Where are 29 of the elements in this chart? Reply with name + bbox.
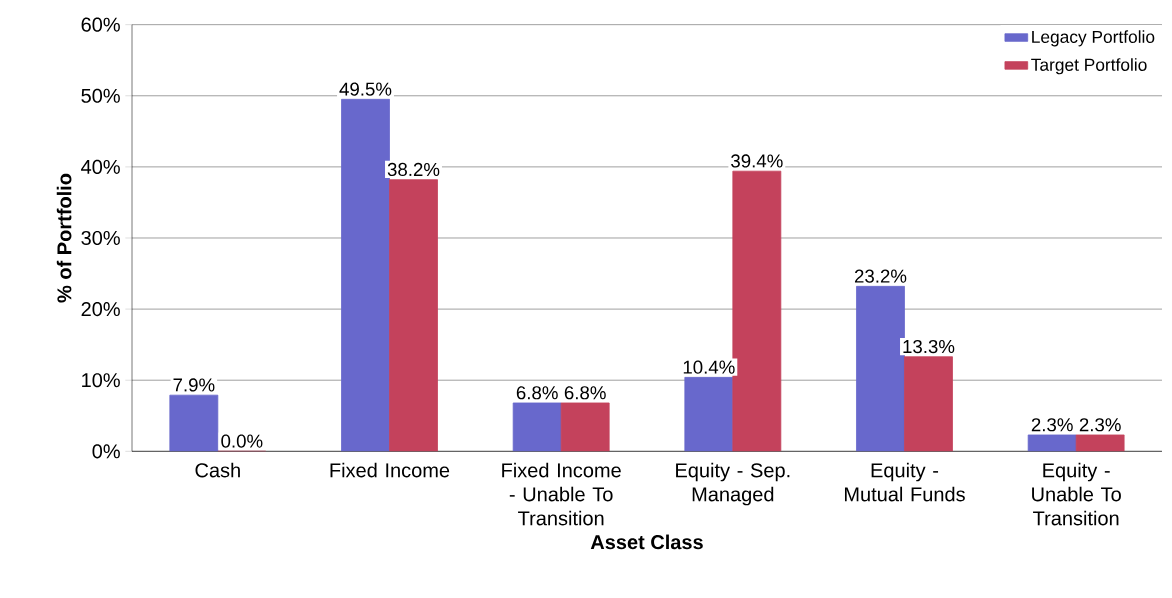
data-label: 7.9% — [173, 378, 215, 392]
data-label: 23.2% — [854, 269, 907, 283]
data-label: 13.3% — [903, 339, 955, 354]
data-label: 6.8% — [516, 386, 558, 400]
data-label: 39.4% — [731, 154, 783, 168]
data-label: 2.3% — [1079, 418, 1121, 432]
data-label: 6.8% — [564, 386, 606, 400]
x-tick-label: Equity - Unable To Transition — [1032, 462, 1121, 526]
y-tick-label: 30% — [81, 230, 120, 246]
y-tick-label: 60% — [81, 17, 120, 32]
data-label: 49.5% — [339, 82, 392, 96]
x-tick-label: Equity - Mutual Funds — [844, 462, 965, 502]
legend-label: Target Portfolio — [1031, 58, 1147, 75]
x-tick-label: Cash — [195, 462, 240, 478]
y-tick-label: 50% — [81, 88, 120, 103]
data-label: 2.3% — [1031, 418, 1073, 432]
x-tick-label: Equity - Sep. Managed — [676, 462, 790, 506]
y-tick-label: 40% — [81, 159, 120, 174]
y-tick-label: 20% — [81, 302, 120, 317]
x-tick-label: Fixed Income - Unable To Transition — [502, 462, 621, 526]
x-tick-label: Fixed Income — [330, 462, 450, 478]
data-label: 0.0% — [221, 434, 263, 448]
data-label: 10.4% — [683, 360, 735, 374]
y-tick-label: 0% — [92, 444, 120, 459]
legend-label: Legacy Portfolio — [1032, 30, 1155, 47]
data-label: 38.2% — [387, 162, 440, 177]
x-axis-title: Asset Class — [590, 534, 703, 550]
y-tick-label: 10% — [82, 373, 120, 388]
y-axis-title: % of Portfolio — [56, 173, 72, 303]
